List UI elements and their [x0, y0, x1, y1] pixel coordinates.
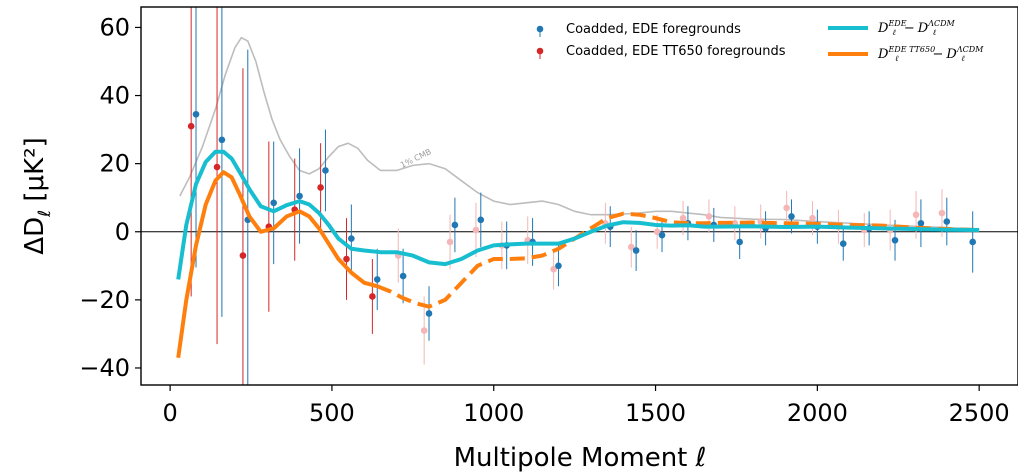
model-tt650-line-dashed [376, 211, 980, 309]
ede-point [218, 136, 226, 144]
ede-point [373, 276, 381, 283]
ede-point [788, 213, 795, 220]
x-tick-label: 2500 [949, 399, 1010, 427]
y-tick-label: 60 [99, 13, 130, 41]
ede-point [839, 240, 847, 247]
tt650-point [213, 163, 221, 171]
model-ede-line [176, 149, 980, 280]
legend-label-model-tt650: DEDE TT650 ℓ − DΛCDM ℓ [877, 45, 984, 63]
model-curves-layer [176, 149, 980, 359]
ede-point [192, 110, 200, 118]
y-tick-label: 40 [99, 82, 130, 110]
ede-point [425, 310, 433, 317]
cmb-reference-line [179, 36, 980, 230]
plot-frame [140, 6, 1018, 386]
y-axis: −40 −20 0 20 40 60 [79, 13, 141, 382]
tt650-faded-point [809, 214, 816, 222]
y-tick-label: 0 [115, 218, 130, 246]
legend-label-model-ede: DEDE ℓ − DΛCDM ℓ [877, 19, 956, 37]
ede-point [736, 238, 743, 246]
legend-item-tt650: Coadded, EDE TT650 foregrounds [536, 44, 786, 59]
cmb-reference-label: 1% CMB [399, 147, 433, 170]
legend-item-ede: Coadded, EDE foregrounds [536, 22, 741, 37]
tt650-faded-point [705, 213, 713, 220]
y-tick-label: −20 [79, 286, 130, 314]
legend-item-model-ede: DEDE ℓ − DΛCDM ℓ [828, 19, 956, 37]
legend-marker-ede [536, 25, 544, 33]
ede-point [270, 199, 277, 207]
legend-marker-tt650 [536, 47, 544, 55]
legend-item-model-tt650: DEDE TT650 ℓ − DΛCDM ℓ [828, 45, 984, 63]
x-tick-label: 0 [162, 399, 177, 427]
ede-point [658, 231, 666, 239]
faded-points-layer [394, 189, 946, 365]
ede-point [322, 167, 329, 174]
x-tick-label: 1000 [463, 399, 524, 427]
ede-point [555, 262, 562, 270]
tt650-faded-point [912, 211, 920, 219]
ede-point [477, 216, 485, 224]
tt650-faded-point [783, 204, 790, 212]
points-layer [187, 7, 976, 385]
legend-label-ede: Coadded, EDE foregrounds [566, 22, 741, 37]
ede-point [969, 238, 976, 246]
y-axis-title: ΔDℓ [μK²] [20, 137, 55, 254]
ede-point [917, 219, 925, 227]
ede-point [943, 218, 951, 225]
tt650-point [317, 184, 324, 191]
tt650-faded-point [420, 327, 428, 334]
tt650-point [239, 252, 247, 259]
tt650-faded-point [938, 209, 946, 217]
x-tick-label: 500 [309, 399, 355, 427]
cmb-reference-layer [179, 36, 980, 230]
x-tick-label: 2000 [787, 399, 848, 427]
ede-point [632, 247, 640, 254]
x-tick-label: 1500 [625, 399, 686, 427]
tt650-point [343, 255, 350, 263]
legend: Coadded, EDE foregrounds Coadded, EDE TT… [536, 19, 984, 63]
model-tt650-line [176, 170, 378, 359]
x-axis-title: Multipole Moment ℓ [454, 443, 707, 473]
x-axis: 0 500 1000 1500 2000 2500 [162, 385, 1010, 427]
tt650-faded-point [627, 243, 635, 251]
tt650-faded-point [550, 265, 557, 273]
ede-point [451, 221, 459, 229]
tt650-faded-point [472, 226, 480, 234]
ede-point [891, 236, 899, 244]
plot-area: 1% CMB [141, 7, 1018, 385]
tt650-faded-point [679, 214, 687, 222]
y-tick-label: −40 [79, 354, 130, 382]
tt650-faded-point [653, 228, 661, 236]
tt650-point [187, 122, 195, 130]
ede-point [296, 192, 303, 200]
ede-point [399, 272, 407, 280]
y-tick-label: 20 [99, 150, 130, 178]
tt650-point [369, 293, 376, 300]
legend-label-tt650: Coadded, EDE TT650 foregrounds [566, 44, 786, 59]
tt650-faded-point [446, 238, 454, 246]
ede-point [348, 235, 355, 242]
